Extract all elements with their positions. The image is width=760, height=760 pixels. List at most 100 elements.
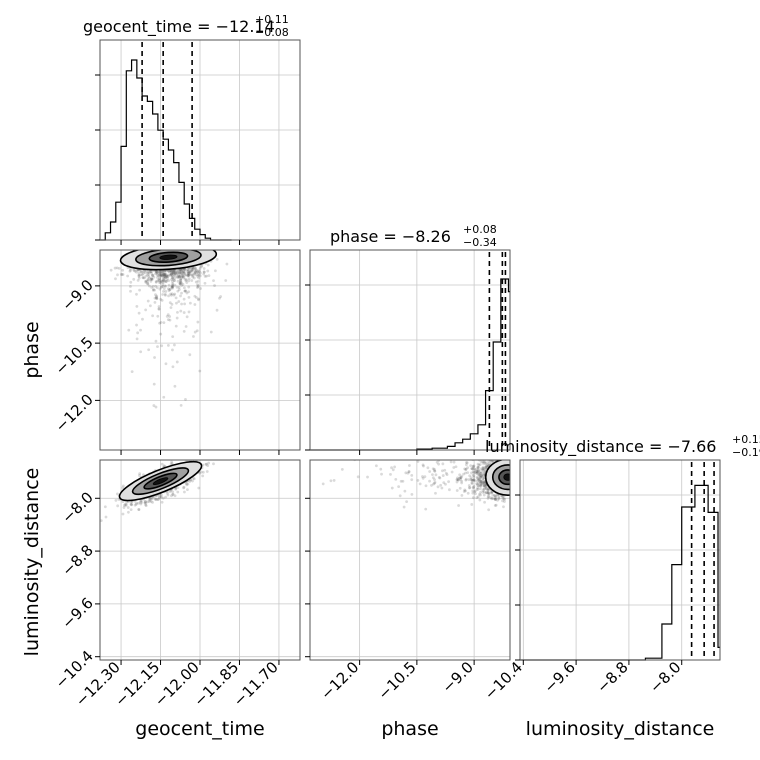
scatter-point [140, 500, 144, 504]
scatter-point [187, 455, 190, 458]
scatter-point [473, 471, 477, 475]
scatter-point [163, 271, 167, 275]
scatter-point [457, 504, 460, 507]
scatter-point [379, 467, 383, 471]
scatter-point [136, 278, 140, 282]
scatter-point [188, 271, 192, 275]
scatter-point [497, 496, 500, 500]
scatter-point [456, 478, 459, 482]
scatter-point [426, 466, 430, 470]
scatter-point [178, 270, 182, 274]
scatter-point [187, 274, 191, 277]
scatter-point [195, 268, 198, 272]
scatter-point [150, 277, 153, 281]
scatter-point [175, 360, 179, 364]
scatter-point [163, 284, 167, 288]
scatter-point [147, 348, 151, 352]
scatter-point [194, 268, 198, 271]
scatter-point [475, 472, 479, 475]
scatter-point [143, 276, 146, 280]
scatter-point [448, 457, 451, 460]
scatter-point [184, 273, 188, 277]
scatter-point [182, 269, 186, 273]
scatter-point [154, 270, 158, 274]
scatter-point [410, 473, 414, 477]
scatter-point [475, 471, 479, 475]
scatter-point [465, 461, 468, 464]
scatter-point [164, 273, 168, 277]
scatter-point [484, 466, 488, 469]
scatter-point [430, 484, 433, 487]
scatter-point [443, 468, 447, 472]
scatter-point [163, 273, 167, 276]
scatter-point [475, 487, 479, 491]
scatter-point [459, 476, 463, 480]
scatter-point [470, 482, 474, 485]
scatter-point [464, 471, 467, 475]
scatter-point [471, 478, 475, 482]
scatter-point [148, 304, 152, 308]
scatter-point [109, 268, 113, 272]
scatter-point [187, 279, 191, 283]
scatter-point [142, 473, 145, 477]
scatter-point [321, 482, 325, 486]
scatter-point [183, 490, 186, 494]
scatter-point [150, 277, 153, 281]
scatter-point [154, 269, 158, 273]
scatter-point [175, 316, 179, 320]
scatter-point [398, 494, 402, 498]
scatter-point [487, 508, 491, 512]
scatter-point [171, 492, 175, 496]
scatter-point [489, 460, 493, 463]
scatter-point [421, 475, 424, 478]
scatter-point [487, 491, 490, 494]
scatter-point [470, 481, 474, 485]
scatter-point [472, 471, 476, 474]
scatter-point [132, 269, 136, 272]
scatter-point [164, 273, 168, 276]
scatter-point [466, 471, 470, 475]
scatter-point [179, 277, 182, 281]
scatter-point [167, 269, 171, 273]
scatter-point [152, 287, 155, 291]
scatter-point [474, 492, 477, 496]
ylabel-phase: phase [21, 321, 43, 378]
tick-label-x-luminosity_distance: −8.0 [646, 658, 684, 696]
scatter-point [179, 271, 183, 275]
scatter-point [158, 276, 162, 280]
scatter-point [154, 284, 158, 288]
scatter-point [121, 484, 125, 488]
scatter-point [197, 273, 201, 277]
scatter-point [176, 310, 179, 314]
scatter-point [164, 293, 167, 297]
scatter-point [484, 486, 488, 490]
scatter-point [141, 271, 145, 275]
scatter-point [460, 481, 464, 485]
scatter-point [139, 328, 142, 332]
scatter-point [173, 494, 177, 498]
scatter-point [150, 497, 154, 501]
scatter-point [155, 498, 158, 501]
scatter-point [182, 276, 186, 280]
scatter-point [158, 287, 162, 291]
scatter-point [130, 370, 134, 374]
scatter-point [162, 321, 166, 324]
scatter-point [146, 282, 150, 286]
scatter-point [187, 295, 191, 299]
contour-geocent-time-vs-luminosity-distance-contour-level [152, 477, 169, 486]
title-geocent-time: geocent_time = −12.14 [83, 17, 275, 37]
scatter-point [180, 272, 184, 276]
panel-frame-phase-vs-luminosity_distance [309, 459, 511, 661]
scatter-point [185, 278, 188, 282]
scatter-point [468, 486, 472, 489]
scatter-point [218, 296, 221, 300]
scatter-point [153, 296, 157, 300]
scatter-point [197, 298, 200, 302]
scatter-point [178, 282, 182, 285]
scatter-point [159, 270, 162, 274]
scatter-point [147, 275, 150, 279]
scatter-point [154, 295, 158, 299]
scatter-point [186, 482, 190, 486]
scatter-point [146, 270, 150, 274]
title-phase: phase = −8.26 [330, 227, 451, 246]
